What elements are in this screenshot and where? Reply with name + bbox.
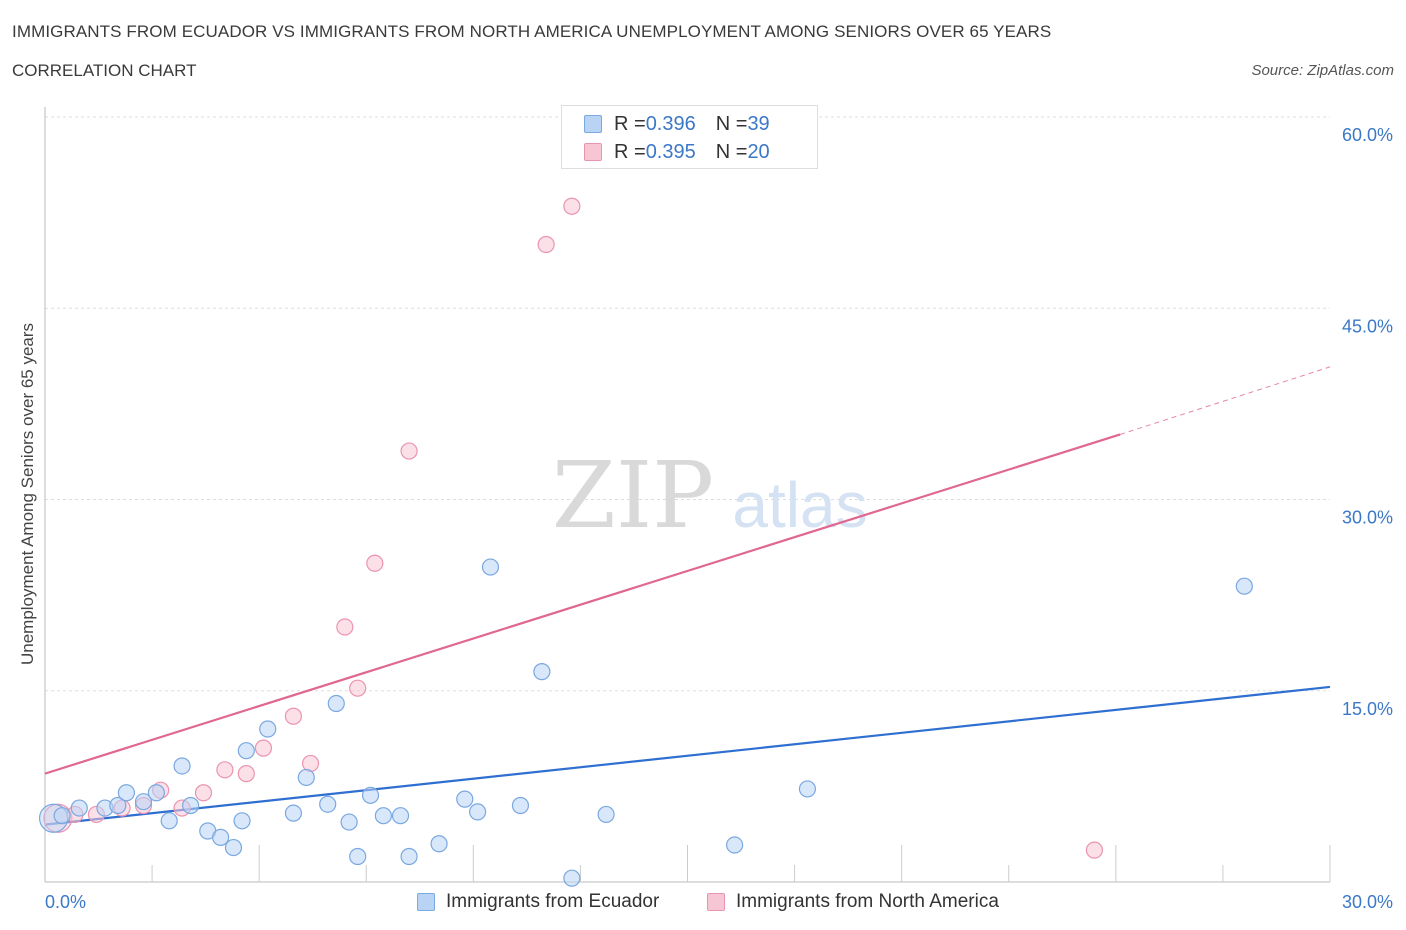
point-ecuador	[259, 720, 277, 738]
point-ecuador	[70, 799, 88, 817]
point-ecuador	[284, 804, 303, 822]
point-ecuador	[481, 558, 500, 576]
legend-north-america-swatch	[707, 893, 725, 911]
point-ecuador	[1235, 577, 1253, 595]
y-tick-label: 45.0%	[1342, 316, 1393, 336]
point-ecuador	[400, 847, 418, 866]
stats-row-north-america: R = 0.395 N = 20	[584, 139, 770, 165]
grid-layer	[45, 116, 1330, 692]
point-ecuador	[319, 795, 337, 813]
point-ecuador	[597, 805, 615, 824]
point-ecuador	[53, 807, 71, 825]
point-north-america	[400, 442, 418, 460]
n-value: 20	[747, 140, 770, 163]
watermark-zip: ZIP	[552, 442, 714, 549]
point-north-america	[254, 739, 273, 757]
legend-ecuador-label: Immigrants from Ecuador	[446, 891, 660, 912]
stats-row-ecuador: R = 0.396 N = 39	[584, 111, 770, 137]
point-ecuador	[511, 796, 530, 815]
trendline-ecuador	[44, 685, 1331, 826]
point-layer	[38, 197, 1253, 887]
point-ecuador	[391, 807, 410, 825]
x-tick-label: 0.0%	[45, 892, 86, 912]
legend-north-america-label: Immigrants from North America	[736, 891, 999, 912]
r-value: 0.396	[645, 112, 696, 135]
legend-item-ecuador[interactable]: Immigrants from Ecuador	[417, 889, 659, 915]
point-ecuador	[430, 835, 448, 853]
point-ecuador	[134, 793, 153, 811]
point-ecuador	[563, 869, 581, 887]
point-north-america	[537, 235, 555, 254]
point-ecuador	[297, 768, 315, 787]
point-ecuador	[456, 790, 474, 808]
n-value: 39	[747, 112, 770, 135]
point-ecuador	[160, 812, 178, 830]
point-ecuador	[224, 838, 243, 857]
point-ecuador	[117, 784, 135, 802]
tick-label-layer: 15.0% 30.0% 45.0% 60.0% 0.0% 30.0%	[45, 125, 1393, 912]
watermark: ZIP atlas	[552, 442, 868, 549]
point-ecuador	[212, 828, 230, 846]
point-ecuador	[533, 663, 551, 681]
point-ecuador	[173, 757, 191, 775]
north-america-swatch	[584, 143, 602, 161]
point-north-america	[366, 554, 384, 572]
y-tick-label: 30.0%	[1342, 508, 1393, 528]
trendline-extension-north-america	[1119, 366, 1331, 435]
source-credit: Source: ZipAtlas.com	[1251, 62, 1394, 79]
point-ecuador	[182, 796, 200, 815]
watermark-atlas: atlas	[732, 469, 867, 541]
point-ecuador	[469, 803, 487, 821]
ecuador-swatch	[584, 115, 602, 133]
point-ecuador	[374, 807, 392, 825]
legend-item-north-america[interactable]: Immigrants from North America	[707, 889, 999, 915]
r-label: R =	[614, 140, 646, 163]
chart-title: IMMIGRANTS FROM ECUADOR VS IMMIGRANTS FR…	[12, 22, 1052, 41]
n-label: N =	[715, 140, 748, 163]
point-ecuador	[147, 784, 165, 802]
stats-box: R = 0.396 N = 39 R = 0.395 N = 20	[561, 105, 818, 169]
point-north-america	[1085, 841, 1104, 859]
chart-subtitle: CORRELATION CHART	[12, 61, 197, 80]
point-ecuador	[237, 742, 255, 760]
point-north-america	[349, 679, 367, 697]
x-tick-label: 30.0%	[1342, 892, 1393, 912]
axis-layer	[44, 107, 1331, 883]
point-ecuador	[109, 796, 127, 815]
point-north-america	[336, 618, 354, 636]
point-north-america	[563, 197, 581, 215]
r-value: 0.395	[645, 140, 696, 163]
point-north-america	[194, 784, 213, 802]
r-label: R =	[614, 112, 646, 135]
y-tick-label: 60.0%	[1342, 125, 1393, 145]
point-ecuador	[349, 847, 367, 866]
trendline-north-america	[44, 433, 1121, 775]
point-ecuador	[798, 780, 817, 798]
point-ecuador	[340, 813, 358, 831]
point-north-america	[237, 765, 255, 783]
point-ecuador	[726, 836, 744, 854]
y-tick-label: 15.0%	[1342, 699, 1393, 719]
point-ecuador	[233, 812, 251, 830]
point-north-america	[216, 761, 234, 779]
point-ecuador	[327, 694, 345, 713]
n-label: N =	[715, 112, 748, 135]
point-north-america	[284, 707, 303, 725]
point-ecuador	[361, 786, 380, 804]
trend-layer	[44, 366, 1331, 826]
legend-ecuador-swatch	[417, 893, 435, 911]
